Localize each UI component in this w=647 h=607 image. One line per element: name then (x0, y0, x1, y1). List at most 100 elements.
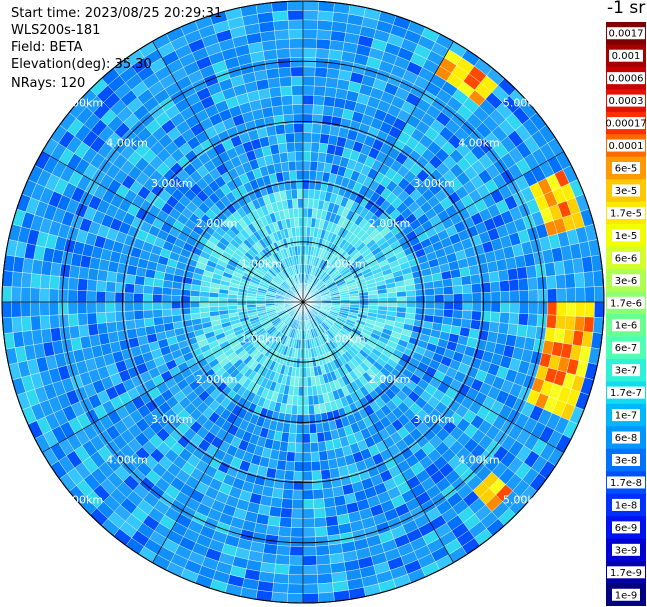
range-gate-cell (516, 266, 528, 280)
range-ring-label: 2.00km (196, 217, 238, 230)
range-gate-cell (302, 583, 319, 594)
range-gate-cell (302, 536, 316, 547)
range-gate-cell (274, 469, 286, 480)
range-gate-cell (39, 288, 50, 303)
field-label: Field: BETA (11, 40, 83, 55)
range-gate-cell (313, 85, 326, 97)
range-gate-cell (424, 294, 435, 303)
range-gate-cell (302, 198, 309, 209)
range-gate-cell (452, 285, 463, 295)
range-gate-cell (144, 325, 156, 336)
range-gate-cell (124, 301, 135, 312)
range-gate-cell (432, 279, 444, 289)
range-gate-cell (292, 104, 304, 115)
colorbar-label: 1e-6 (615, 321, 638, 332)
range-gate-cell (133, 310, 145, 320)
range-gate-cell (424, 288, 435, 296)
range-gate-cell (275, 38, 290, 50)
range-gate-cell (105, 301, 116, 313)
range-gate-cell (97, 322, 109, 335)
range-gate-cell (292, 480, 304, 491)
range-gate-cell (316, 563, 332, 575)
range-gate-cell (302, 207, 309, 218)
range-gate-cell (319, 133, 330, 145)
range-gate-cell (326, 524, 340, 537)
range-gate-cell (261, 552, 277, 565)
range-ring-label: 3.00km (151, 413, 193, 426)
range-gate-cell (297, 386, 304, 397)
range-gate-cell (309, 170, 317, 181)
colorbar-label: 0.001 (612, 51, 641, 62)
range-gate-cell (255, 301, 266, 305)
range-gate-cell (481, 301, 492, 313)
range-gate-cell (30, 315, 42, 331)
range-ring-label: 1.00km (240, 333, 282, 346)
range-gate-cell (306, 376, 313, 387)
range-gate-cell (327, 458, 339, 470)
range-gate-cell (592, 270, 604, 287)
colorbar-label: 6e-9 (615, 523, 638, 534)
range-gate-cell (58, 301, 69, 315)
range-gate-cell (461, 310, 473, 320)
range-gate-cell (86, 290, 97, 303)
range-gate-cell (78, 266, 90, 280)
range-gate-cell (279, 152, 289, 163)
range-gate-cell (555, 274, 567, 289)
range-gate-cell (180, 295, 191, 303)
range-gate-cell (295, 433, 304, 444)
range-gate-cell (574, 316, 585, 332)
range-gate-cell (86, 279, 98, 292)
range-gate-cell (152, 301, 163, 311)
range-gate-cell (547, 301, 558, 316)
range-gate-cell (470, 273, 481, 285)
range-gate-cell (274, 29, 290, 41)
range-gate-cell (544, 262, 556, 277)
range-gate-cell (287, 593, 304, 604)
range-gate-cell (302, 85, 315, 96)
range-gate-cell (246, 301, 257, 306)
range-gate-cell (323, 496, 336, 508)
range-gate-cell (78, 324, 90, 338)
range-gate-cell (565, 301, 576, 317)
range-gate-cell (114, 291, 125, 303)
colorbar-label: 3e-6 (615, 276, 638, 287)
range-gate-cell (20, 301, 31, 317)
range-gate-cell (268, 506, 282, 518)
range-gate-cell (161, 301, 172, 310)
range-gate-cell (471, 292, 482, 303)
range-gate-cell (553, 260, 566, 276)
range-gate-cell (318, 450, 329, 462)
range-gate-cell (311, 460, 321, 472)
range-gate-cell (290, 66, 304, 77)
range-gate-cell (124, 283, 135, 294)
range-gate-cell (528, 301, 539, 315)
range-gate-cell (199, 306, 210, 314)
range-gate-cell (106, 321, 118, 334)
range-gate-cell (293, 123, 304, 134)
range-gate-cell (271, 105, 284, 117)
range-gate-cell (287, 151, 296, 162)
range-gate-cell (296, 405, 304, 416)
range-gate-cell (267, 515, 281, 527)
range-gate-cell (518, 290, 529, 303)
range-gate-cell (461, 284, 473, 294)
range-gate-cell (284, 470, 295, 481)
range-gate-cell (291, 94, 304, 105)
range-gate-cell (594, 301, 605, 318)
range-gate-cell (302, 414, 310, 425)
range-gate-cell (288, 432, 297, 444)
range-gate-cell (267, 134, 279, 146)
range-gate-cell (575, 301, 586, 317)
range-gate-cell (288, 29, 304, 40)
range-gate-cell (451, 276, 463, 287)
range-gate-cell (21, 316, 32, 332)
range-gate-cell (289, 47, 304, 58)
range-gate-cell (349, 298, 360, 303)
range-gate-cell (294, 442, 304, 453)
range-gate-cell (135, 326, 147, 338)
range-gate-cell (96, 280, 107, 292)
range-ring-label: 4.00km (458, 137, 500, 150)
range-gate-cell (171, 294, 182, 303)
range-gate-cell (276, 459, 287, 471)
range-gate-cell (499, 280, 510, 292)
